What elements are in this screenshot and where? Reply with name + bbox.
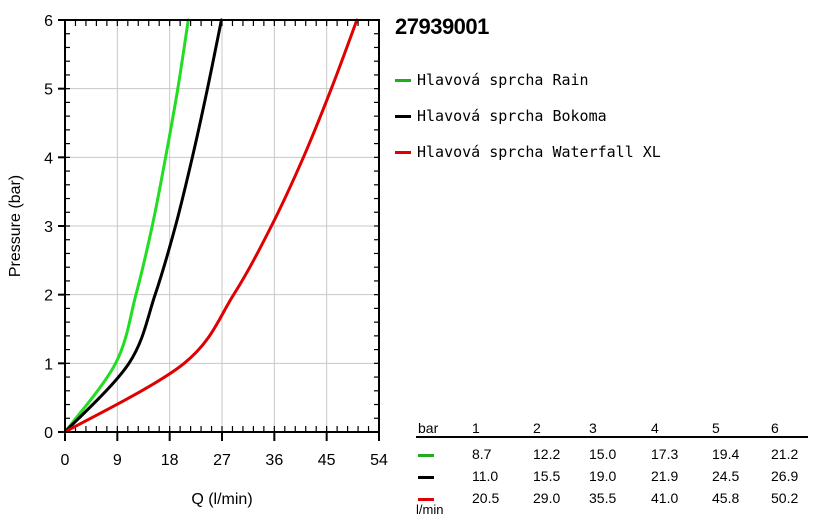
table-cell: 35.5 — [589, 490, 617, 506]
y-tick-label: 4 — [44, 150, 53, 167]
table-row-swatch — [418, 454, 434, 457]
table-header-cell: 1 — [472, 420, 480, 436]
x-tick-label: 27 — [213, 452, 231, 469]
table-cell: 20.5 — [472, 490, 500, 506]
legend-item-rain: Hlavová sprcha Rain — [395, 62, 661, 98]
table-cell: 21.2 — [771, 446, 799, 462]
series-line-1 — [63, 18, 223, 434]
table-row-swatch — [418, 498, 434, 501]
series-line-0 — [63, 18, 190, 434]
x-axis-label: Q (l/min) — [191, 491, 252, 508]
legend: Hlavová sprcha Rain Hlavová sprcha Bokom… — [395, 62, 661, 170]
table-row: 8.7 12.2 15.0 17.3 19.4 21.2 — [416, 446, 808, 468]
flow-table-header: bar 1 2 3 4 5 6 — [416, 420, 808, 438]
series-line-2 — [63, 18, 359, 434]
y-tick-label: 1 — [44, 356, 53, 373]
chart-grid — [65, 20, 379, 432]
y-tick-label: 5 — [44, 82, 53, 99]
x-tick-label: 54 — [370, 452, 388, 469]
table-cell: 29.0 — [533, 490, 561, 506]
table-cell: 21.9 — [651, 468, 679, 484]
y-tick-label: 3 — [44, 219, 53, 236]
legend-item-bokoma: Hlavová sprcha Bokoma — [395, 98, 661, 134]
x-tick-label: 36 — [265, 452, 283, 469]
plot-frame — [64, 19, 380, 433]
table-header-cell: 3 — [589, 420, 597, 436]
table-cell: 17.3 — [651, 446, 679, 462]
table-cell: 19.4 — [712, 446, 740, 462]
x-tick-label: 18 — [161, 452, 179, 469]
legend-swatch-rain — [395, 78, 411, 82]
y-tick-label: 2 — [44, 288, 53, 305]
y-axis-label: Pressure (bar) — [7, 175, 24, 277]
x-tick-label: 45 — [318, 452, 336, 469]
table-cell: 45.8 — [712, 490, 740, 506]
table-header-cell: 6 — [771, 420, 779, 436]
chart-series — [63, 18, 359, 434]
table-cell: 11.0 — [472, 468, 499, 484]
table-unit-label: l/min — [416, 502, 444, 517]
legend-item-waterfall: Hlavová sprcha Waterfall XL — [395, 134, 661, 170]
legend-swatch-waterfall — [395, 150, 411, 154]
x-tick-label: 9 — [113, 452, 122, 469]
y-tick-label: 6 — [44, 13, 53, 30]
table-cell: 15.5 — [533, 468, 561, 484]
legend-label-rain: Hlavová sprcha Rain — [417, 71, 589, 89]
x-tick-label: 0 — [61, 452, 70, 469]
chart-title: 27939001 — [395, 14, 489, 39]
legend-swatch-bokoma — [395, 114, 411, 118]
table-cell: 15.0 — [589, 446, 617, 462]
table-header-cell: 5 — [712, 420, 720, 436]
flow-table: bar 1 2 3 4 5 6 8.7 12.2 15.0 17.3 19.4 … — [416, 420, 808, 517]
table-cell: 19.0 — [589, 468, 617, 484]
table-row: 20.5 29.0 35.5 41.0 45.8 50.2 — [416, 490, 808, 512]
table-cell: 26.9 — [771, 468, 799, 484]
table-cell: 24.5 — [712, 468, 740, 484]
table-header-cell: 2 — [533, 420, 541, 436]
table-cell: 12.2 — [533, 446, 561, 462]
legend-label-waterfall: Hlavová sprcha Waterfall XL — [417, 143, 661, 161]
table-header-label: bar — [418, 420, 439, 436]
table-row: 11.0 15.5 19.0 21.9 24.5 26.9 — [416, 468, 808, 490]
table-cell: 41.0 — [651, 490, 679, 506]
legend-label-bokoma: Hlavová sprcha Bokoma — [417, 107, 607, 125]
table-cell: 50.2 — [771, 490, 799, 506]
table-row-swatch — [418, 476, 434, 479]
table-cell: 8.7 — [472, 446, 492, 462]
table-header-cell: 4 — [651, 420, 659, 436]
y-tick-label: 0 — [44, 425, 53, 442]
